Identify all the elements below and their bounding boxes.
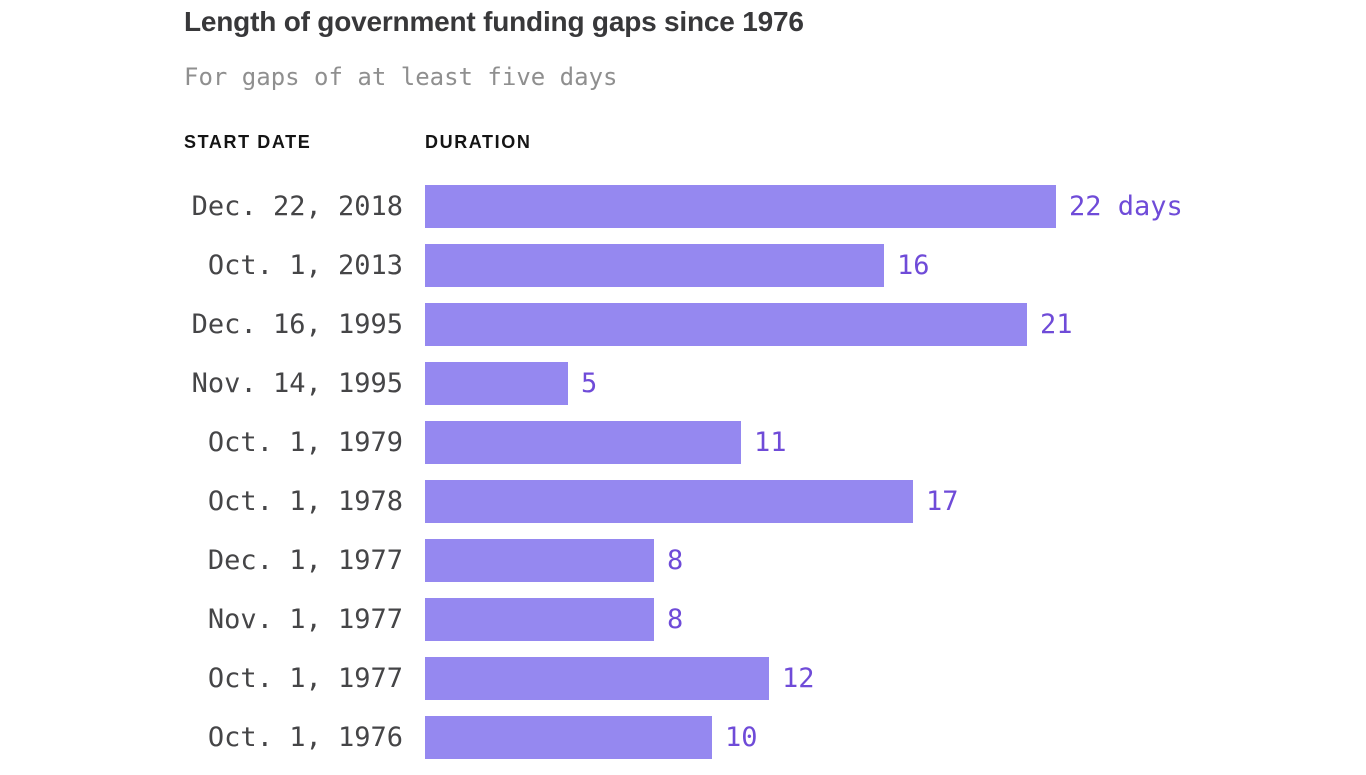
chart-row: Nov. 14, 1995 5 [184, 362, 1183, 405]
chart-row: Oct. 1, 1978 17 [184, 480, 1183, 523]
row-start-date-label: Nov. 1, 1977 [207, 604, 403, 635]
duration-bar [425, 303, 1027, 346]
duration-bar [425, 657, 769, 700]
row-start-date-label: Dec. 1, 1977 [207, 545, 403, 576]
chart-subtitle: For gaps of at least five days [184, 63, 618, 91]
duration-bar [425, 185, 1056, 228]
duration-value-label: 11 [754, 427, 787, 458]
duration-bar [425, 716, 712, 759]
chart-row: Oct. 1, 1977 12 [184, 657, 1183, 700]
duration-value-label: 16 [897, 250, 930, 281]
row-start-date-label: Oct. 1, 1978 [207, 486, 403, 517]
duration-bar [425, 421, 741, 464]
column-header-duration: DURATION [425, 132, 532, 152]
row-start-date-label: Oct. 1, 1979 [207, 427, 403, 458]
chart-row: Dec. 1, 1977 8 [184, 539, 1183, 582]
duration-bar [425, 598, 654, 641]
duration-value-label: 22 days [1069, 191, 1183, 222]
row-start-date-label: Oct. 1, 1977 [207, 663, 403, 694]
duration-bar [425, 244, 884, 287]
column-headers: START DATE DURATION [184, 132, 1084, 154]
chart-row: Nov. 1, 1977 8 [184, 598, 1183, 641]
duration-bar [425, 480, 913, 523]
duration-bar [425, 362, 568, 405]
chart-title: Length of government funding gaps since … [184, 6, 804, 37]
duration-value-label: 12 [782, 663, 815, 694]
row-start-date-label: Dec. 16, 1995 [191, 309, 403, 340]
chart-row: Oct. 1, 1976 10 [184, 716, 1183, 759]
duration-value-label: 5 [581, 368, 598, 399]
row-start-date-label: Oct. 1, 2013 [207, 250, 403, 281]
row-start-date-label: Oct. 1, 1976 [207, 722, 403, 753]
duration-value-label: 10 [725, 722, 758, 753]
chart-row: Oct. 1, 2013 16 [184, 244, 1183, 287]
duration-value-label: 21 [1040, 309, 1073, 340]
chart-row: Dec. 16, 1995 21 [184, 303, 1183, 346]
row-start-date-label: Nov. 14, 1995 [191, 368, 403, 399]
row-start-date-label: Dec. 22, 2018 [191, 191, 403, 222]
chart-row: Oct. 1, 1979 11 [184, 421, 1183, 464]
column-header-start-date: START DATE [184, 132, 312, 152]
duration-value-label: 17 [926, 486, 959, 517]
duration-value-label: 8 [667, 604, 684, 635]
duration-bar [425, 539, 654, 582]
duration-value-label: 8 [667, 545, 684, 576]
chart-row: Dec. 22, 2018 22 days [184, 185, 1183, 228]
bar-chart: Dec. 22, 2018 22 days Oct. 1, 2013 16 Dec. 1… [184, 185, 1183, 775]
